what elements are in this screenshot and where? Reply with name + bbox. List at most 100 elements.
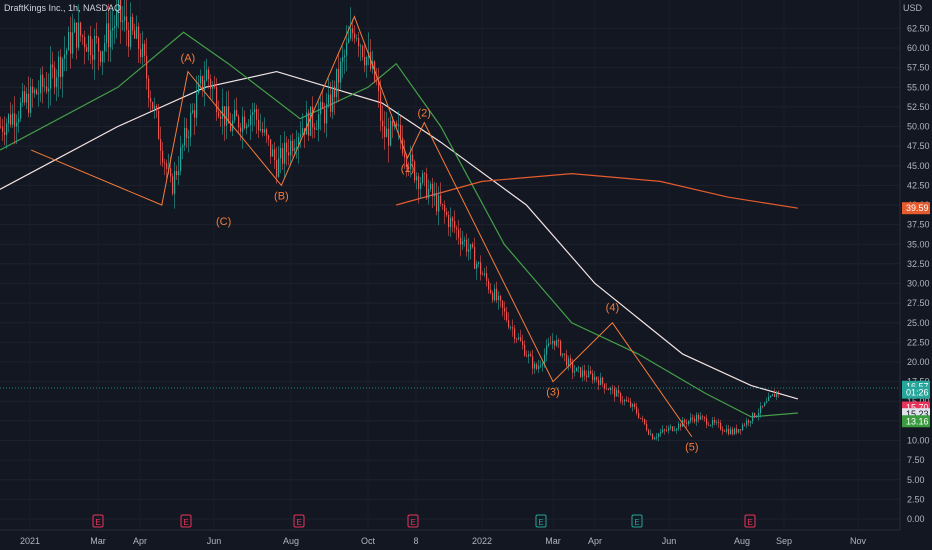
- candle-body: [676, 428, 678, 431]
- candle-body: [124, 16, 126, 21]
- candle-body: [420, 182, 422, 189]
- currency-label: USD: [902, 3, 922, 13]
- candle-body: [186, 127, 188, 138]
- candle-body: [126, 16, 128, 31]
- elliott-wave-labels: (A) (B) (C) (1) (2) (3) (4) (5): [181, 53, 699, 454]
- candle-body: [184, 127, 186, 146]
- candle-body: [606, 388, 608, 390]
- time-axis[interactable]: 2021 Mar Apr Jun Aug Oct 8 2022 Mar Apr Jun Aug Sep N…: [20, 536, 867, 546]
- candle-body: [620, 392, 622, 401]
- time-tick-label: Jun: [662, 536, 677, 546]
- earnings-marker[interactable]: E: [92, 514, 104, 528]
- candle-body: [108, 23, 110, 48]
- earnings-marker[interactable]: E: [180, 514, 192, 528]
- ma-short-line: [0, 31, 798, 418]
- svg-text:E: E: [538, 518, 543, 527]
- candle-body: [776, 391, 778, 398]
- candle-body: [738, 429, 740, 433]
- candle-body: [136, 26, 138, 39]
- candle-body: [580, 367, 582, 377]
- candle-body: [92, 55, 94, 60]
- candle-body: [618, 390, 620, 393]
- candle-body: [430, 183, 432, 190]
- candle-body: [308, 112, 310, 136]
- candle-body: [762, 405, 764, 407]
- candle-body: [238, 116, 240, 128]
- candle-body: [624, 399, 626, 402]
- candle-body: [178, 170, 180, 175]
- candle-body: [534, 364, 536, 369]
- candle-body: [28, 93, 30, 113]
- svg-text:13.16: 13.16: [906, 416, 929, 426]
- candle-body: [194, 110, 196, 118]
- candle-body: [312, 106, 314, 128]
- earnings-marker[interactable]: E: [535, 514, 547, 528]
- candle-body: [424, 173, 426, 175]
- candle-body: [664, 429, 666, 431]
- candle-body: [264, 129, 266, 133]
- candle-body: [566, 354, 568, 366]
- candle-body: [542, 363, 544, 366]
- candle-body: [530, 354, 532, 357]
- earnings-marker[interactable]: E: [631, 514, 643, 528]
- candle-body: [456, 227, 458, 230]
- price-tick-label: 35.00: [907, 239, 930, 249]
- candle-body: [504, 308, 506, 312]
- candle-body: [46, 86, 48, 92]
- wave-label: (2): [418, 108, 431, 120]
- candle-body: [314, 127, 316, 130]
- candle-body: [726, 428, 728, 432]
- candle-body: [88, 36, 90, 52]
- candle-body: [258, 119, 260, 131]
- candle-body: [356, 38, 358, 39]
- time-tick-label: 2021: [20, 536, 40, 546]
- candle-body: [2, 126, 4, 132]
- candle-body: [14, 113, 16, 127]
- svg-text:E: E: [183, 518, 188, 527]
- time-tick-label: Apr: [588, 536, 602, 546]
- candle-body: [508, 320, 510, 328]
- candle-body: [192, 110, 194, 113]
- candle-body: [700, 416, 702, 420]
- candle-body: [74, 22, 76, 33]
- candle-body: [218, 112, 220, 117]
- candle-body: [548, 343, 550, 346]
- candle-body: [132, 16, 134, 31]
- candle-body: [770, 396, 772, 398]
- candle-body: [116, 9, 118, 27]
- price-tick-label: 7.50: [907, 455, 925, 465]
- candle-body: [208, 69, 210, 80]
- candle-body: [510, 327, 512, 329]
- candle-body: [652, 433, 654, 440]
- candle-body: [736, 428, 738, 433]
- candle-body: [544, 354, 546, 364]
- earnings-marker[interactable]: E: [293, 514, 305, 528]
- candle-body: [190, 112, 192, 137]
- candle-body: [376, 80, 378, 82]
- candle-body: [594, 376, 596, 381]
- candle-body: [418, 176, 420, 189]
- candle-body: [406, 157, 408, 167]
- candle-body: [744, 424, 746, 426]
- candle-body: [536, 364, 538, 369]
- candle-body: [476, 263, 478, 269]
- candle-body: [630, 401, 632, 407]
- candle-body: [300, 133, 302, 137]
- earnings-marker[interactable]: E: [407, 514, 419, 528]
- svg-text:01:26: 01:26: [906, 388, 929, 398]
- candle-body: [404, 153, 406, 158]
- candle-body: [490, 289, 492, 293]
- candle-body: [588, 371, 590, 378]
- candle-body: [182, 145, 184, 148]
- price-tick-label: 2.50: [907, 494, 925, 504]
- price-tick-label: 60.00: [907, 43, 930, 53]
- candle-body: [40, 74, 42, 94]
- candle-body: [112, 28, 114, 31]
- candle-body: [276, 159, 278, 177]
- candle-body: [86, 47, 88, 52]
- earnings-marker[interactable]: E: [744, 514, 756, 528]
- candle-body: [246, 125, 248, 129]
- candle-body: [202, 76, 204, 91]
- candle-body: [110, 30, 112, 48]
